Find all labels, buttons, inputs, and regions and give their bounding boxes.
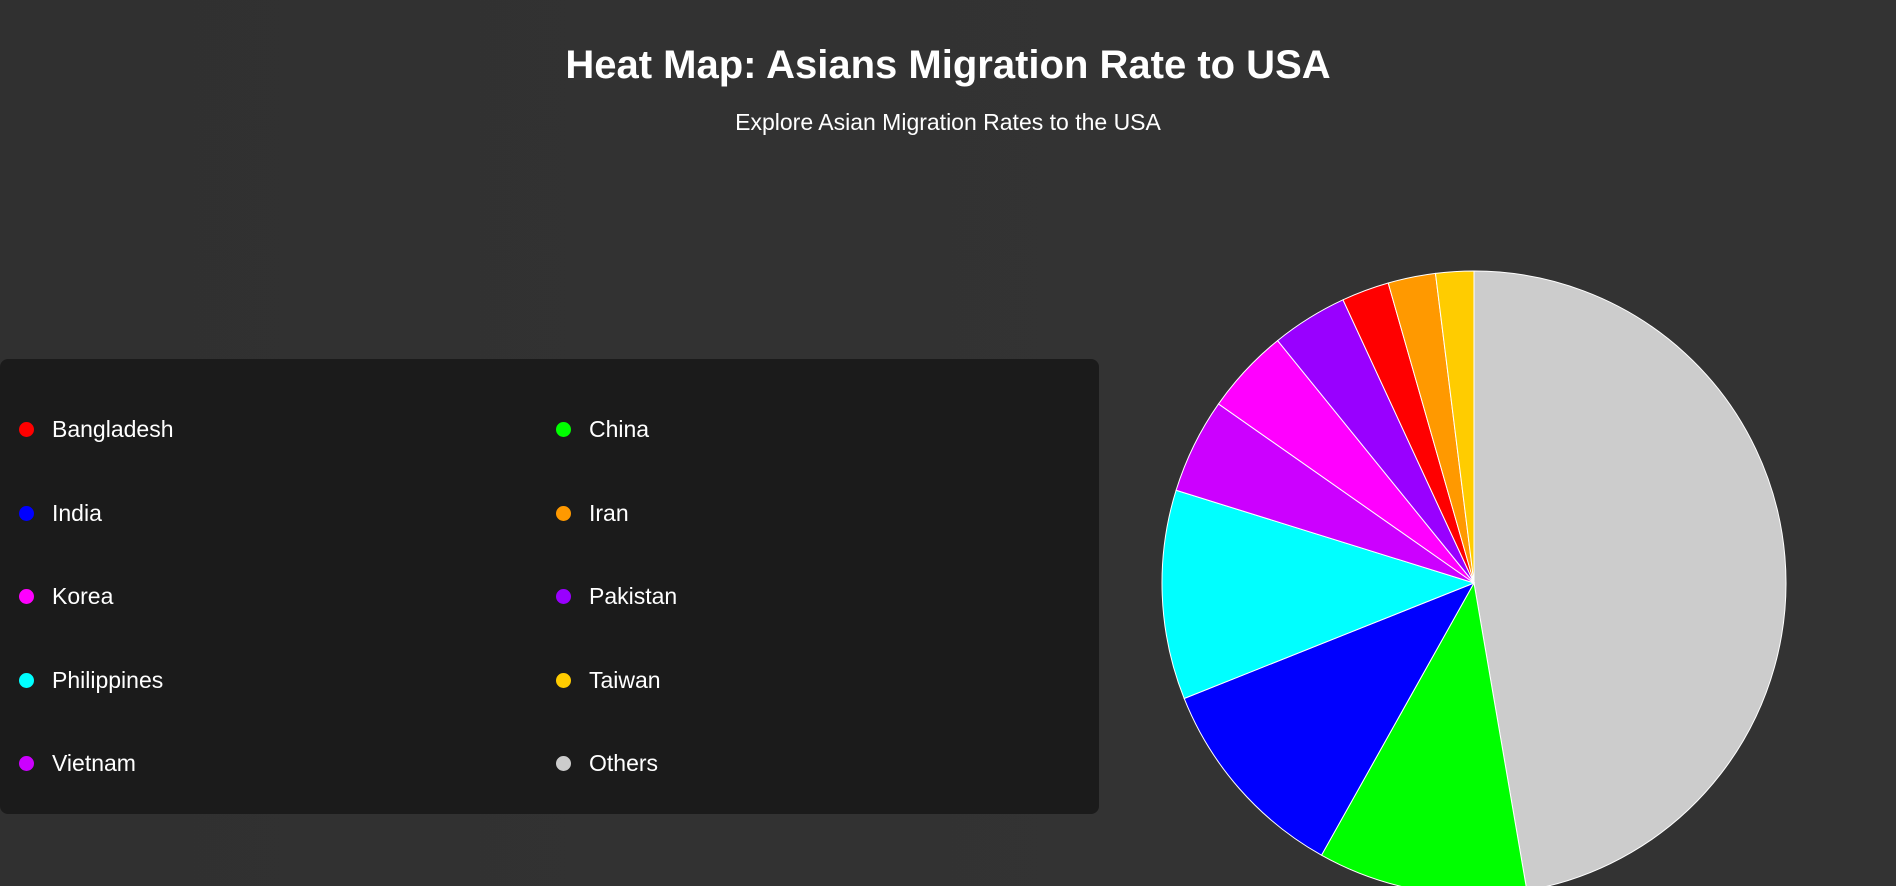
legend-swatch <box>556 421 571 437</box>
legend-swatch <box>19 672 34 688</box>
legend-item-philippines[interactable]: Philippines <box>19 663 163 697</box>
legend-label: Others <box>589 749 659 776</box>
legend-label: Pakistan <box>589 582 678 609</box>
pie-slice-india[interactable] <box>1183 582 1476 856</box>
legend-item-taiwan[interactable]: Taiwan <box>556 663 661 697</box>
legend-label: Philippines <box>52 666 164 693</box>
legend-swatch <box>556 588 571 604</box>
pie-chart-svg <box>1161 270 1787 887</box>
legend: Bangladesh China India Iran Korea Pakist… <box>0 359 1099 814</box>
chart-title: Heat Map: Asians Migration Rate to USA <box>565 43 1331 87</box>
legend-item-iran[interactable]: Iran <box>556 496 629 530</box>
legend-label: Korea <box>52 582 114 609</box>
legend-swatch <box>556 505 571 521</box>
legend-swatch <box>19 755 34 771</box>
legend-swatch <box>556 672 571 688</box>
legend-item-others[interactable]: Others <box>556 746 658 780</box>
legend-label: China <box>589 415 650 442</box>
legend-item-korea[interactable]: Korea <box>19 579 113 613</box>
legend-swatch <box>19 421 34 437</box>
legend-label: India <box>52 499 102 526</box>
legend-swatch <box>19 505 34 521</box>
legend-swatch <box>19 588 34 604</box>
pie-chart <box>1140 250 1896 887</box>
pie-slice-china[interactable] <box>1320 581 1527 887</box>
legend-label: Iran <box>589 499 629 526</box>
pie-slice-others[interactable] <box>1473 270 1787 887</box>
legend-item-india[interactable]: India <box>19 496 102 530</box>
legend-item-bangladesh[interactable]: Bangladesh <box>19 412 174 446</box>
legend-item-vietnam[interactable]: Vietnam <box>19 746 136 780</box>
pie-slice-taiwan[interactable] <box>1434 270 1475 584</box>
legend-label: Bangladesh <box>52 415 174 442</box>
pie-slice-philippines[interactable] <box>1161 489 1476 700</box>
legend-item-pakistan[interactable]: Pakistan <box>556 579 677 613</box>
legend-swatch <box>556 755 571 771</box>
legend-label: Vietnam <box>52 749 136 776</box>
legend-item-china[interactable]: China <box>556 412 649 446</box>
legend-label: Taiwan <box>589 666 661 693</box>
chart-subtitle: Explore Asian Migration Rates to the USA <box>735 109 1161 135</box>
